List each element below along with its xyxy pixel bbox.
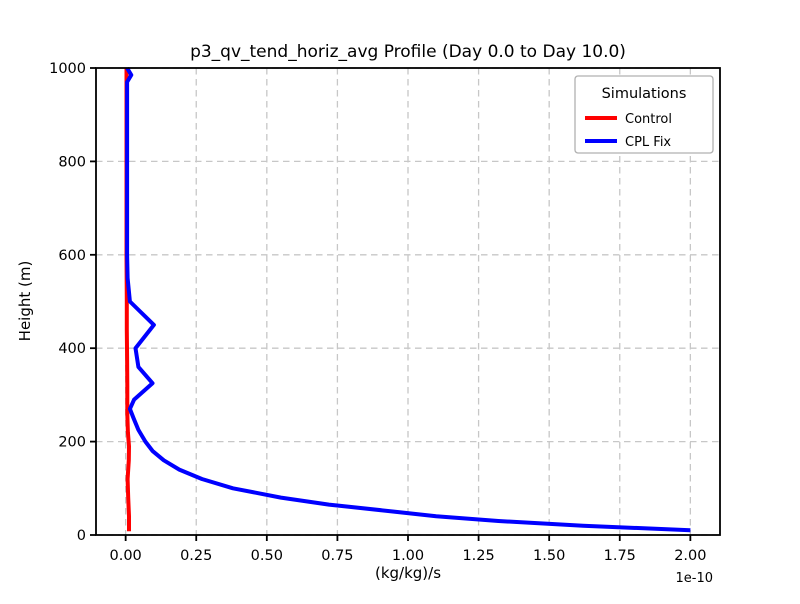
series-line-cpl-fix (125, 66, 691, 533)
y-axis-label: Height (m) (16, 261, 34, 342)
x-tick-label: 1.00 (392, 548, 424, 564)
x-tick-label: 1.25 (462, 548, 494, 564)
legend-box (574, 75, 714, 154)
x-tick-label: 0.50 (251, 548, 283, 564)
y-tick-label: 800 (58, 154, 86, 170)
x-tick-label: 0.00 (109, 548, 141, 564)
y-tick-label: 400 (58, 341, 86, 357)
x-tick-label: 2.00 (674, 548, 706, 564)
legend: Simulations Control CPL Fix (574, 75, 714, 154)
x-tick-label: 0.75 (321, 548, 353, 564)
legend-label-cpl-fix: CPL Fix (625, 135, 671, 150)
legend-title: Simulations (602, 86, 687, 102)
x-axis-label: (kg/kg)/s (375, 564, 441, 582)
y-tick-label: 600 (58, 248, 86, 264)
y-tick-label: 1000 (49, 61, 86, 77)
y-tick-label: 0 (77, 528, 86, 544)
x-tick-label: 1.75 (604, 548, 636, 564)
y-tick-label: 200 (58, 435, 86, 451)
x-tick-label: 1.50 (533, 548, 565, 564)
legend-label-control: Control (625, 112, 672, 127)
x-tick-label: 0.25 (180, 548, 212, 564)
plot-area: 0.00 0.25 0.50 0.75 1.00 1.25 1.50 1.75 2.00 0 200… (49, 61, 721, 564)
chart-title: p3_qv_tend_horiz_avg Profile (Day 0.0 to… (190, 42, 626, 62)
x-axis-offset-label: 1e-10 (675, 571, 713, 586)
